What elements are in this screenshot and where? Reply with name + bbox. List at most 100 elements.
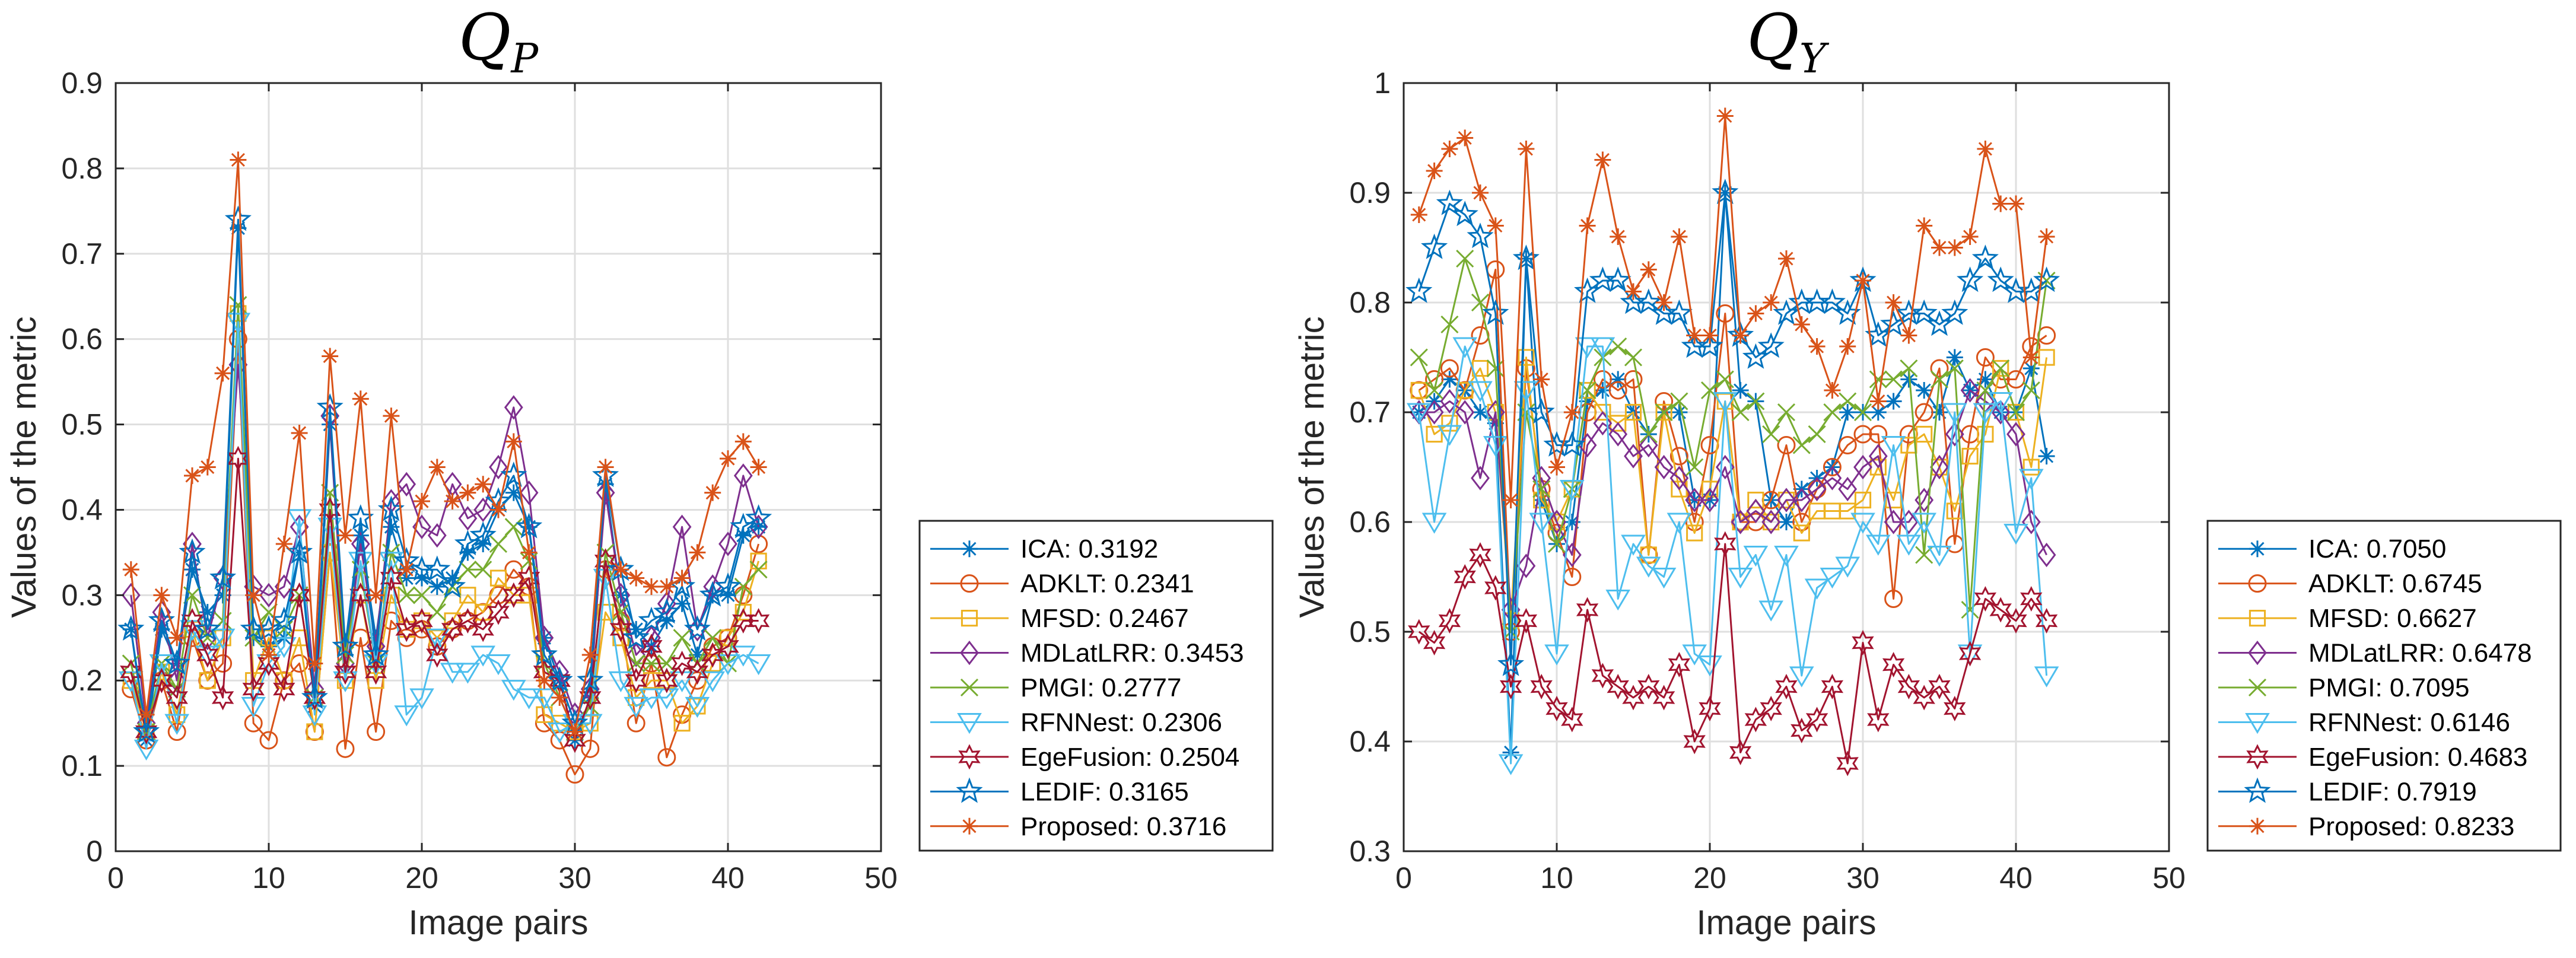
data-point bbox=[1696, 332, 1723, 358]
data-point bbox=[1774, 546, 1799, 567]
data-point bbox=[1900, 327, 1917, 344]
data-point bbox=[319, 496, 341, 523]
data-point bbox=[1804, 578, 1830, 600]
data-point bbox=[306, 655, 323, 672]
series-5 bbox=[1406, 337, 2059, 775]
data-point bbox=[273, 676, 295, 702]
data-point bbox=[532, 688, 557, 709]
data-point bbox=[397, 586, 416, 604]
legend-label: Proposed: 0.3716 bbox=[1020, 812, 1226, 841]
data-point bbox=[1593, 410, 1613, 436]
legend-entry-0: ICA: 0.7050 bbox=[2218, 534, 2446, 564]
data-point bbox=[1930, 370, 1949, 389]
legend-marker bbox=[2249, 817, 2266, 835]
y-tick-label: 0.6 bbox=[1349, 505, 1391, 539]
legend-marker bbox=[961, 540, 978, 558]
legend-label: MFSD: 0.2467 bbox=[1020, 604, 1189, 633]
data-point bbox=[260, 647, 277, 664]
data-point bbox=[1916, 217, 1933, 234]
data-point bbox=[1421, 513, 1447, 534]
data-point bbox=[596, 480, 615, 505]
data-point bbox=[656, 667, 678, 693]
data-point bbox=[487, 599, 510, 625]
data-point bbox=[2034, 666, 2059, 688]
data-point bbox=[1487, 217, 1504, 234]
data-point bbox=[454, 530, 481, 556]
data-point bbox=[577, 666, 604, 692]
data-point bbox=[685, 696, 710, 718]
data-point bbox=[1853, 454, 1872, 480]
data-point bbox=[473, 497, 493, 523]
data-point bbox=[1793, 316, 1810, 333]
data-point bbox=[1624, 444, 1643, 469]
data-point bbox=[1604, 266, 1632, 292]
y-tick-label: 0.5 bbox=[1349, 615, 1391, 648]
data-point bbox=[1671, 404, 1688, 421]
data-point bbox=[1818, 288, 1846, 314]
data-point bbox=[1820, 568, 1845, 589]
chart1-plot-area bbox=[1404, 83, 2169, 851]
x-tick-label: 0 bbox=[107, 861, 124, 895]
data-point bbox=[1545, 695, 1568, 722]
data-point bbox=[2022, 349, 2040, 366]
data-point bbox=[567, 723, 583, 740]
x-axis-label: Image pairs bbox=[408, 903, 588, 942]
data-point bbox=[1518, 141, 1535, 157]
data-point bbox=[1793, 524, 1810, 542]
data-point bbox=[1808, 425, 1826, 444]
data-point bbox=[720, 450, 736, 467]
data-point bbox=[1533, 371, 1550, 388]
data-point bbox=[1716, 370, 1734, 389]
y-tick-label: 0.3 bbox=[61, 578, 103, 612]
data-point bbox=[1867, 706, 1890, 733]
legend-label: MFSD: 0.6627 bbox=[2308, 604, 2477, 633]
data-point bbox=[1946, 502, 1963, 520]
data-point bbox=[1885, 491, 1902, 509]
data-point bbox=[734, 604, 752, 621]
data-point bbox=[1701, 480, 1719, 498]
data-point bbox=[1423, 629, 1446, 656]
data-point bbox=[597, 604, 614, 621]
data-point bbox=[628, 620, 645, 638]
data-point bbox=[444, 493, 461, 510]
data-point bbox=[260, 638, 277, 655]
data-point bbox=[503, 582, 525, 608]
data-point bbox=[1408, 619, 1430, 645]
data-point bbox=[1410, 381, 1427, 399]
data-point bbox=[1667, 513, 1692, 534]
data-point bbox=[1839, 392, 1857, 410]
data-point bbox=[1655, 403, 1672, 421]
data-point bbox=[1712, 179, 1739, 205]
data-point bbox=[352, 527, 369, 544]
data-point bbox=[214, 365, 231, 382]
data-point bbox=[1869, 370, 1887, 389]
data-point bbox=[2003, 524, 2028, 545]
data-point bbox=[1451, 200, 1478, 227]
legend-label: RFNNest: 0.2306 bbox=[1020, 708, 1222, 737]
data-point bbox=[337, 527, 354, 544]
data-point bbox=[1712, 392, 1738, 413]
data-point bbox=[1548, 459, 1565, 476]
data-point bbox=[1914, 403, 1933, 422]
data-point bbox=[654, 688, 679, 709]
data-point bbox=[1946, 239, 1963, 256]
data-point bbox=[469, 521, 497, 547]
data-point bbox=[1686, 524, 1703, 542]
data-point bbox=[1499, 673, 1522, 700]
data-point bbox=[474, 561, 492, 579]
data-point bbox=[1912, 513, 1937, 534]
data-point bbox=[1732, 327, 1749, 344]
data-point bbox=[1977, 141, 1994, 157]
y-axis-label: Values of the metric bbox=[5, 316, 43, 618]
data-point bbox=[1854, 491, 1872, 509]
data-point bbox=[230, 151, 247, 168]
data-point bbox=[352, 390, 369, 408]
data-point bbox=[459, 544, 476, 561]
data-point bbox=[1777, 403, 1796, 422]
data-point bbox=[1930, 454, 1949, 480]
y-tick-label: 0.7 bbox=[1349, 396, 1391, 429]
data-point bbox=[2005, 607, 2027, 634]
data-point bbox=[1884, 510, 1903, 534]
data-point bbox=[301, 683, 328, 709]
y-tick-label: 0.1 bbox=[61, 749, 103, 782]
